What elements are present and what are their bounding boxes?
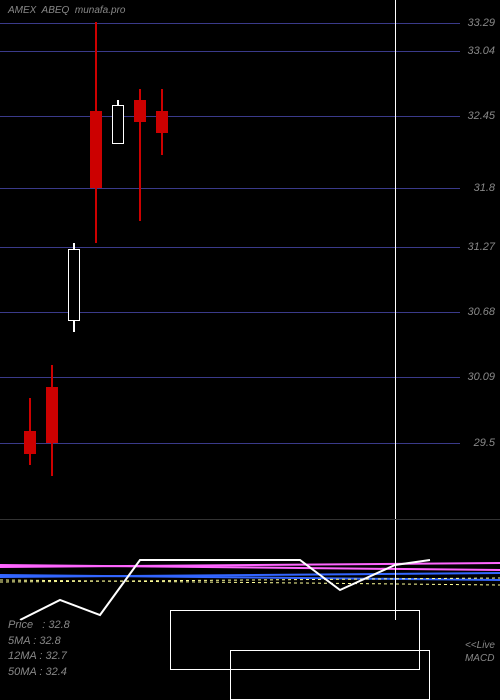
indicator-panel[interactable] bbox=[0, 520, 500, 620]
grid-line bbox=[0, 188, 460, 189]
grid-line bbox=[0, 23, 460, 24]
candle-body bbox=[134, 100, 146, 122]
grid-label: 31.27 bbox=[467, 241, 495, 253]
info-panel: Price : 32.8 5MA : 32.8 12MA : 32.7 50MA… bbox=[8, 618, 70, 680]
price-row: Price : 32.8 bbox=[8, 618, 70, 633]
candle-body bbox=[112, 105, 124, 144]
ma50-row: 50MA : 32.4 bbox=[8, 665, 70, 680]
time-marker-lower bbox=[395, 520, 396, 620]
stock-chart: AMEX ABEQ munafa.pro 33.2933.0432.4531.8… bbox=[0, 0, 500, 700]
grid-label: 30.09 bbox=[467, 371, 495, 383]
ma-line-ma2 bbox=[0, 575, 500, 580]
indicator-svg bbox=[0, 520, 500, 620]
candle-body bbox=[156, 111, 168, 133]
candle-body bbox=[90, 111, 102, 188]
macd-label: <<Live MACD bbox=[465, 639, 495, 665]
grid-line bbox=[0, 247, 460, 248]
price-panel[interactable]: 33.29 33.04 32.45 31.8 31.27 30.68 30.09 29.5 bbox=[0, 0, 500, 520]
grid-label: 33.29 bbox=[467, 17, 495, 29]
grid-label: 31.8 bbox=[474, 182, 495, 194]
grid-label: 30.68 bbox=[467, 306, 495, 318]
grid-line bbox=[0, 116, 460, 117]
grid-label: 29.5 bbox=[474, 437, 495, 449]
grid-label: 33.04 bbox=[467, 45, 495, 57]
grid-line bbox=[0, 51, 460, 52]
grid-line bbox=[0, 443, 460, 444]
outline-box bbox=[230, 650, 430, 700]
candle-body bbox=[24, 431, 36, 453]
grid-line bbox=[0, 377, 460, 378]
ma12-row: 12MA : 32.7 bbox=[8, 649, 70, 664]
ma-line-ma1 bbox=[0, 565, 500, 570]
ma5-row: 5MA : 32.8 bbox=[8, 634, 70, 649]
time-marker bbox=[395, 0, 396, 519]
candle-body bbox=[46, 387, 58, 442]
grid-label: 32.45 bbox=[467, 110, 495, 122]
ma-line-ma3 bbox=[0, 580, 500, 585]
candle-body bbox=[68, 249, 80, 321]
